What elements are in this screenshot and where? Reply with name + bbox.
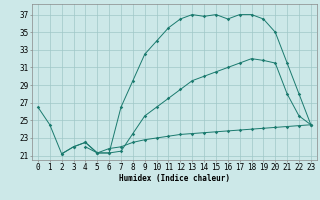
X-axis label: Humidex (Indice chaleur): Humidex (Indice chaleur) [119, 174, 230, 183]
